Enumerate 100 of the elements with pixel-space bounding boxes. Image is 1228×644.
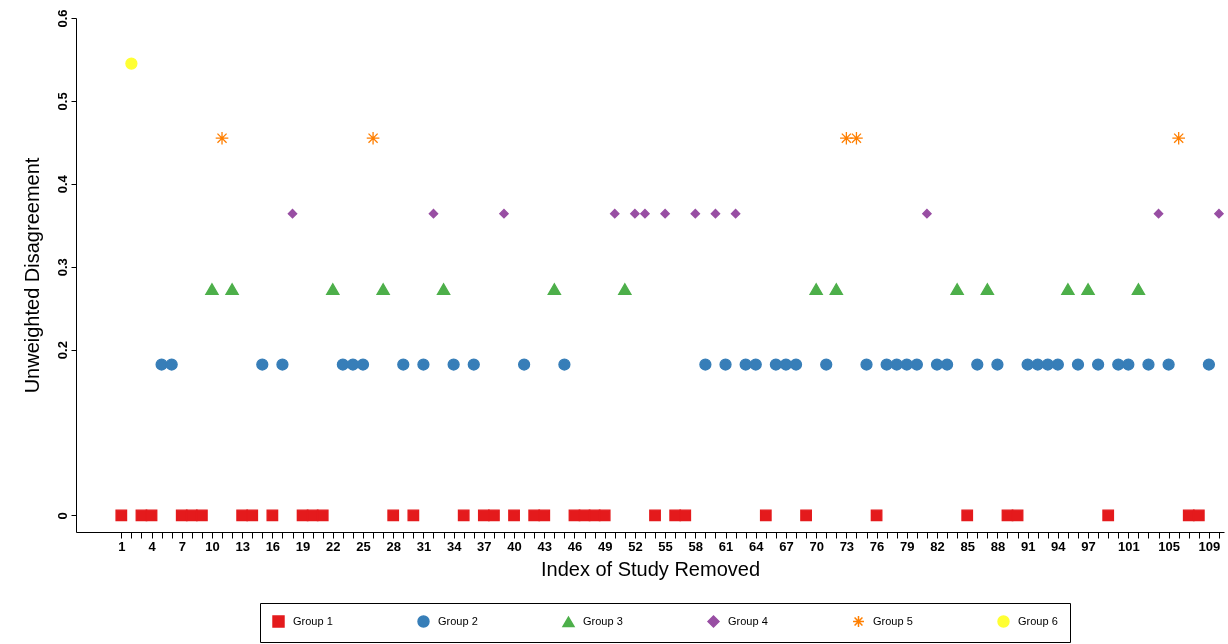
point: [436, 283, 451, 296]
x-tick-label: 105: [1158, 538, 1180, 554]
point: [739, 358, 752, 371]
x-tick-label: 1: [118, 538, 126, 554]
point: [205, 283, 219, 296]
point: [719, 358, 732, 371]
point: [598, 509, 611, 522]
point: [1142, 358, 1155, 371]
point: [397, 358, 410, 371]
x-tick-label: 58: [688, 538, 704, 554]
x-tick-label: 28: [386, 538, 401, 554]
x-axis-title: Index of Study Removed: [540, 557, 761, 580]
x-tick-label: 79: [900, 538, 915, 554]
x-tick-label: 16: [265, 538, 281, 554]
x-tick-label: 52: [628, 538, 643, 554]
point: [1122, 358, 1135, 371]
x-tick-label: 64: [749, 538, 765, 554]
point: [125, 57, 138, 70]
x-tick-label: 109: [1198, 538, 1221, 554]
x-tick-label: 76: [869, 538, 885, 554]
x-tick-label: 97: [1081, 538, 1096, 554]
legend-label: Group 2: [438, 614, 478, 627]
point: [749, 358, 762, 371]
point: [1171, 131, 1186, 146]
point: [447, 358, 460, 371]
point: [387, 509, 400, 522]
x-tick-label: 55: [658, 538, 673, 554]
x-tick-label: 34: [446, 538, 463, 554]
point: [769, 358, 782, 371]
y-axis-title: Unweighted Disagreement: [20, 157, 43, 394]
point: [940, 358, 954, 371]
point: [518, 358, 531, 371]
point: [457, 509, 470, 522]
x-tick-label: 67: [779, 538, 794, 554]
point: [829, 283, 844, 296]
point: [1021, 358, 1034, 371]
x-tick-label: 94: [1051, 538, 1067, 554]
point: [679, 509, 692, 522]
point: [428, 208, 439, 219]
point: [1041, 358, 1054, 371]
y-tick-label: 0.6: [54, 9, 70, 28]
legend-label: Group 6: [1018, 614, 1058, 627]
y-tick-label: 0.5: [54, 92, 70, 111]
point: [1081, 283, 1095, 296]
y-tick-label: 0.4: [54, 174, 70, 194]
point: [800, 509, 812, 522]
point: [710, 208, 721, 219]
legend-label: Group 4: [728, 614, 768, 627]
point: [407, 509, 420, 522]
x-tick-label: 101: [1117, 538, 1140, 554]
point: [849, 131, 864, 146]
point: [225, 283, 239, 296]
x-tick-label: 43: [537, 538, 552, 554]
x-tick-label: 91: [1020, 538, 1036, 554]
point: [950, 283, 964, 296]
x-tick-label: 70: [809, 538, 824, 554]
x-tick-label: 13: [235, 538, 250, 554]
point: [195, 509, 208, 522]
point: [900, 358, 913, 371]
point: [890, 358, 903, 371]
point: [1071, 358, 1085, 371]
x-tick-label: 85: [960, 538, 975, 554]
point: [910, 358, 923, 371]
point: [499, 208, 509, 219]
point: [730, 208, 741, 219]
point: [1031, 358, 1044, 371]
legend-label: Group 5: [873, 614, 913, 627]
point: [488, 509, 500, 522]
point: [215, 131, 229, 146]
point: [558, 358, 571, 371]
point: [356, 358, 370, 371]
legend-label: Group 1: [293, 614, 333, 627]
point: [759, 509, 772, 522]
x-tick-label: 7: [178, 538, 186, 554]
point: [467, 358, 480, 371]
point: [640, 208, 650, 219]
point: [1112, 358, 1125, 371]
legend-label: Group 3: [583, 614, 623, 627]
x-tick-label: 61: [718, 538, 734, 554]
point: [1051, 358, 1064, 371]
x-tick-label: 82: [930, 538, 945, 554]
point: [880, 358, 893, 371]
point: [980, 283, 995, 296]
point: [660, 208, 670, 219]
point: [618, 283, 632, 296]
x-tick-label: 19: [295, 538, 311, 554]
point: [1102, 509, 1115, 522]
point: [789, 358, 803, 371]
y-tick-label: 0.3: [54, 258, 70, 277]
point: [1092, 358, 1105, 371]
point: [1214, 208, 1224, 219]
point: [820, 358, 833, 371]
point: [165, 358, 178, 371]
point: [155, 358, 168, 371]
point: [649, 509, 661, 522]
x-tick-label: 4: [148, 538, 157, 554]
point: [115, 509, 128, 522]
point: [1192, 509, 1205, 522]
x-tick-label: 46: [567, 538, 583, 554]
point: [538, 509, 551, 522]
